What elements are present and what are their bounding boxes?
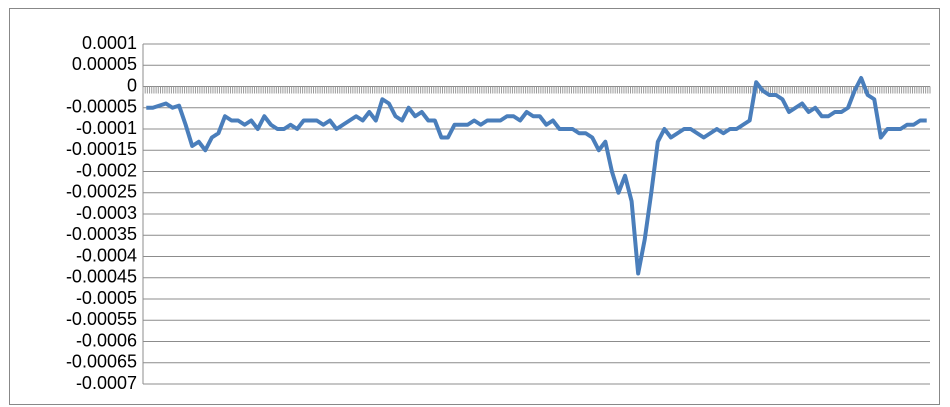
y-tick-label: -0.00065 xyxy=(66,352,137,372)
y-tick-label: -0.00035 xyxy=(66,224,137,244)
y-tick-label: -0.00015 xyxy=(66,139,137,159)
y-tick-label: -0.0007 xyxy=(76,373,137,393)
y-tick-label: 0.0001 xyxy=(82,33,137,53)
y-tick-label: -0.0001 xyxy=(76,118,137,138)
y-tick-label: -0.0005 xyxy=(76,288,137,308)
y-tick-label: -0.0004 xyxy=(76,245,137,265)
y-tick-label: -0.00055 xyxy=(66,309,137,329)
y-tick-label: 0 xyxy=(127,75,137,95)
y-tick-label: -0.00005 xyxy=(66,97,137,117)
y-tick-label: -0.0002 xyxy=(76,160,137,180)
y-tick-label: -0.00045 xyxy=(66,267,137,287)
y-tick-label: -0.0006 xyxy=(76,330,137,350)
y-tick-label: 0.00005 xyxy=(72,54,137,74)
chart-border xyxy=(9,8,940,405)
y-tick-label: -0.0003 xyxy=(76,203,137,223)
data-line xyxy=(146,76,927,276)
y-tick-label: -0.00025 xyxy=(66,182,137,202)
